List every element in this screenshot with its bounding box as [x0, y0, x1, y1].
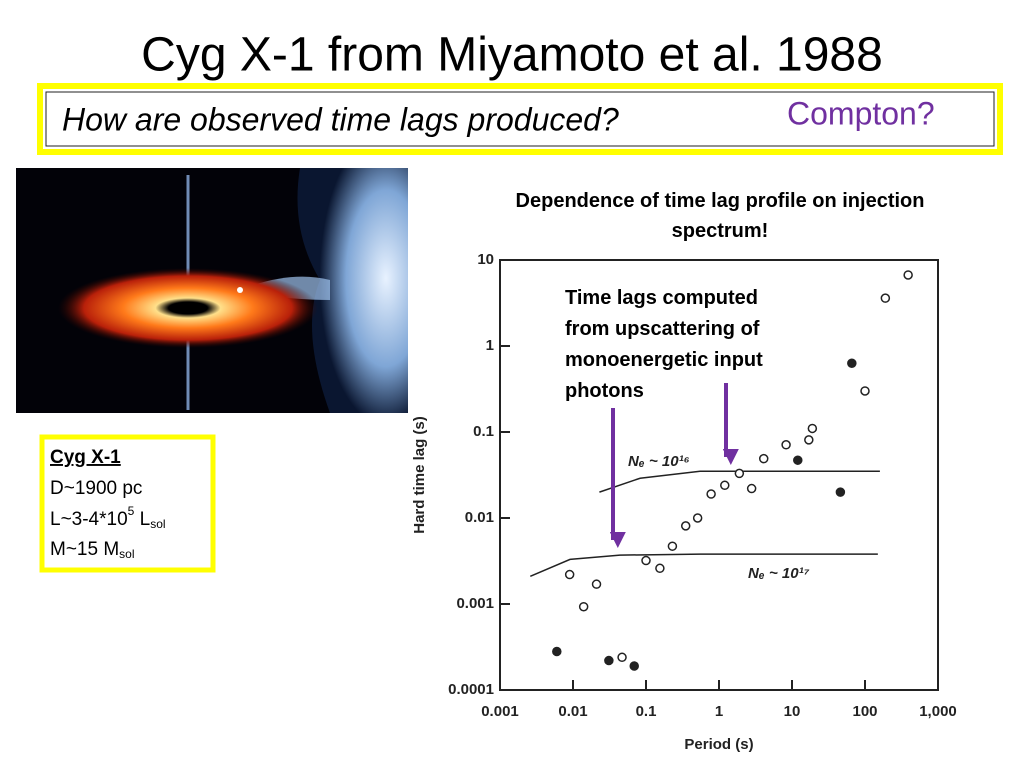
open-point [903, 270, 913, 280]
info-text: L~3-4*10 [50, 509, 128, 530]
subtitle-answer: Compton? [787, 95, 935, 131]
y-tick-label: 0.0001 [448, 681, 494, 698]
open-point [591, 579, 602, 589]
info-line: M~15 Msol [50, 539, 135, 561]
filled-point [847, 358, 857, 369]
y-tick-label: 0.01 [465, 509, 494, 526]
x-tick-label: 1,000 [919, 703, 957, 720]
y-tick-label: 10 [477, 251, 494, 268]
open-point [578, 601, 589, 612]
y-tick-label: 1 [486, 337, 494, 354]
model-curve [599, 470, 880, 493]
open-point [655, 563, 665, 574]
info-text: M~15 M [50, 539, 119, 560]
y-tick-label: 0.1 [473, 423, 494, 440]
open-point [692, 513, 703, 523]
info-line: D~1900 pc [50, 478, 142, 499]
open-point [860, 386, 870, 396]
x-tick-label: 100 [852, 703, 877, 720]
info-heading: Cyg X-1 [50, 447, 121, 468]
filled-point [835, 487, 846, 497]
y-tick-label: 0.001 [456, 595, 494, 612]
open-point [564, 569, 575, 580]
open-point [804, 435, 814, 445]
open-point [807, 423, 818, 434]
x-axis-label: Period (s) [684, 736, 753, 753]
x-tick-label: 1 [715, 703, 723, 720]
slide-title: Cyg X-1 from Miyamoto et al. 1988 [141, 29, 883, 82]
chart-annotation: Time lags computed from upscattering of … [565, 287, 763, 402]
info-sub: sol [119, 547, 134, 561]
info-text: D~1900 pc [50, 478, 142, 499]
open-point [758, 453, 769, 464]
curve-label: Nₑ ~ 10¹⁷ [748, 565, 810, 582]
chart-title: Dependence of time lag profile on inject… [515, 190, 925, 242]
curve-label: Nₑ ~ 10¹⁶ [628, 453, 690, 470]
filled-point [604, 655, 614, 666]
filled-point [629, 661, 639, 671]
open-point [781, 440, 791, 450]
model-curve [529, 553, 878, 577]
open-point [641, 555, 651, 566]
open-point [617, 652, 627, 663]
x-tick-label: 0.1 [636, 703, 657, 720]
open-point [667, 541, 678, 551]
chart: 0.0001 0.001 0.01 0.1 1 10 0.001 0.01 0.1 1 10 100 1… [411, 251, 957, 753]
info-box [39, 434, 216, 573]
x-tick-label: 0.001 [481, 703, 519, 720]
open-point [706, 489, 716, 499]
open-point [746, 483, 757, 494]
illustration [16, 168, 408, 413]
open-point [880, 293, 891, 303]
subtitle-inner [45, 91, 995, 147]
info-sup: 5 [128, 504, 135, 518]
subtitle-question: How are observed time lags produced? [62, 101, 619, 137]
subtitle-box [37, 83, 1003, 155]
info-line: L~3-4*105 Lsol [50, 504, 166, 531]
filled-point [793, 455, 803, 465]
info-sub: sol [150, 517, 165, 531]
x-tick-label: 10 [784, 703, 801, 720]
open-point [734, 468, 745, 479]
info-text: L [134, 509, 150, 530]
x-tick-label: 0.01 [558, 703, 587, 720]
open-point [680, 521, 691, 531]
open-point [720, 480, 730, 491]
filled-point [552, 646, 562, 657]
y-axis-label: Hard time lag (s) [411, 416, 428, 534]
